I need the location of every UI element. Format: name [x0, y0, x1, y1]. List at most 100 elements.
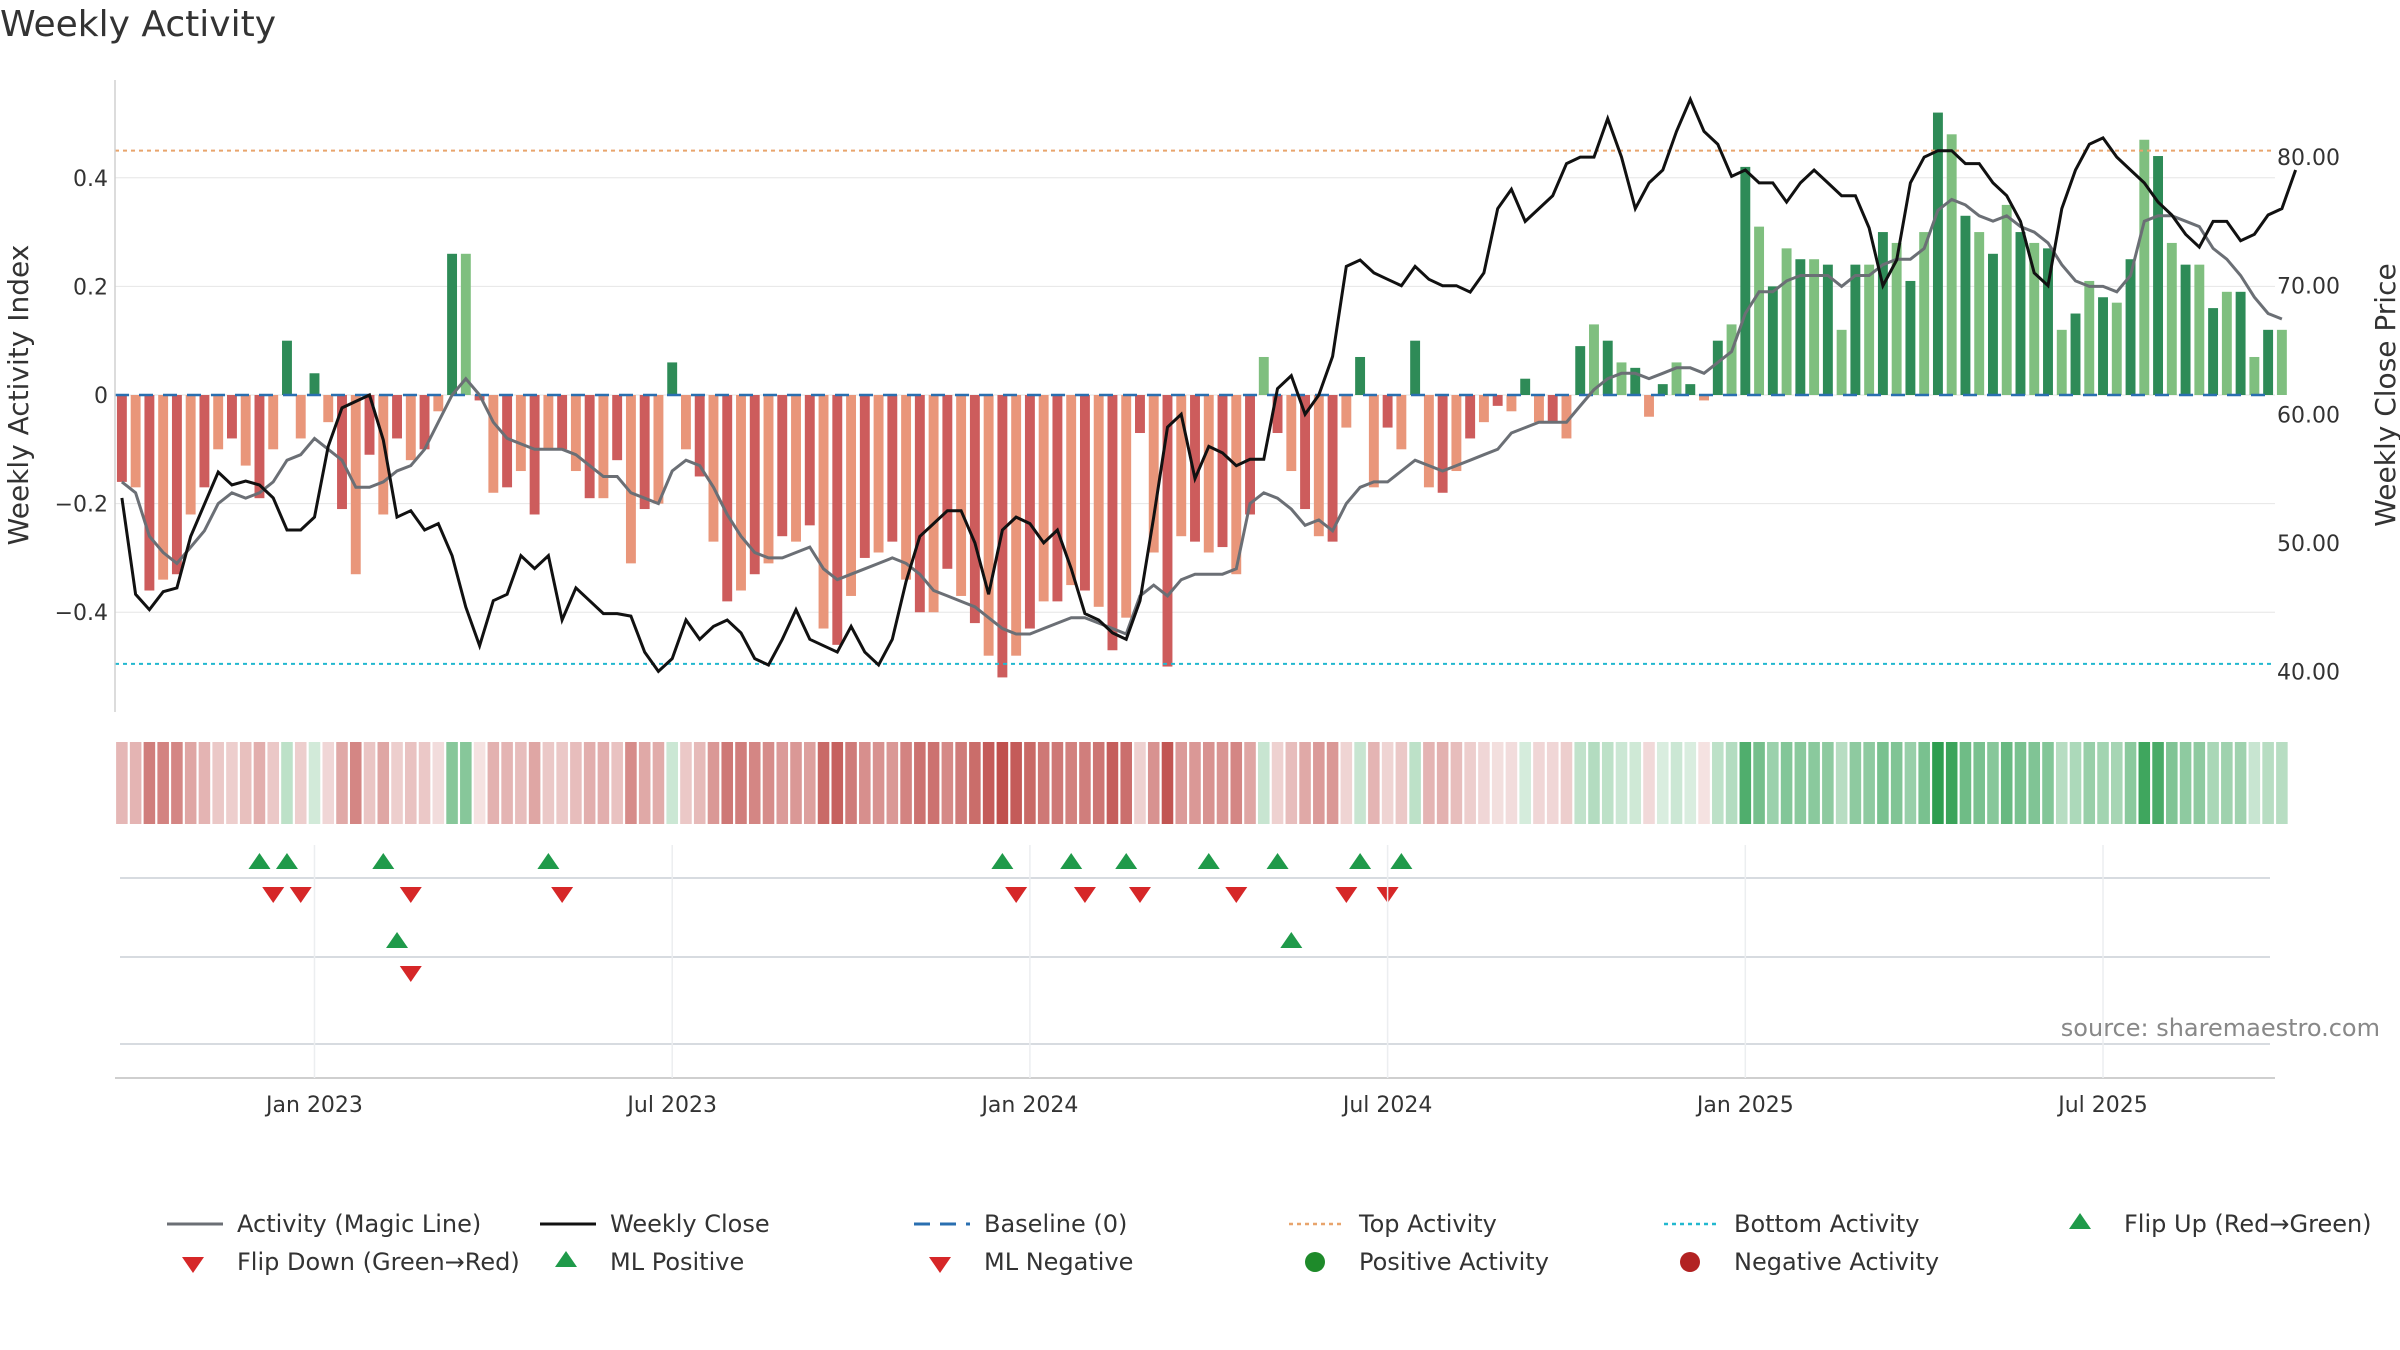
strip-cell: [473, 742, 486, 824]
strip-cell: [501, 742, 513, 824]
activity-bar: [1685, 384, 1696, 395]
activity-bar: [1217, 395, 1228, 548]
strip-cell: [1629, 742, 1642, 824]
legend-item: Baseline (0): [914, 1210, 1127, 1238]
legend-item: ML Positive: [555, 1248, 744, 1276]
activity-bar: [2056, 329, 2067, 395]
strip-cell: [1161, 742, 1174, 824]
activity-bar: [1726, 324, 1737, 395]
strip-cell: [1615, 742, 1628, 824]
activity-bar: [295, 395, 306, 439]
flip-up-marker: [275, 853, 298, 869]
activity-bar: [144, 395, 155, 591]
activity-bar: [1176, 395, 1187, 537]
strip-cell: [2138, 742, 2151, 824]
strip-cell: [1780, 742, 1793, 824]
strip-cell: [2083, 742, 2096, 824]
strip-cell: [1601, 742, 1614, 824]
activity-bar: [1272, 395, 1283, 434]
flip-up-marker: [537, 853, 560, 869]
strip-cell: [460, 742, 472, 824]
legend-item: Activity (Magic Line): [167, 1210, 481, 1238]
strip-cell: [226, 742, 238, 824]
strip-cell: [652, 742, 665, 824]
flip-up-marker: [372, 853, 395, 869]
strip-cell: [666, 742, 678, 824]
legend-swatch-down: [182, 1257, 204, 1273]
activity-bar: [1382, 395, 1393, 428]
flip-down-marker: [1128, 887, 1151, 903]
activity-bar: [240, 395, 251, 466]
axes: 0.4 0.2 0 −0.2 −0.4 80.00 70.00 60.00 50.00 40.00…: [2, 80, 2400, 712]
strip-cell: [872, 742, 885, 824]
activity-bar: [1740, 166, 1751, 395]
strip-cell: [1987, 742, 1999, 824]
right-axis-title: Weekly Close Price: [2369, 263, 2400, 526]
flip-down-marker: [1005, 887, 1028, 903]
strip-cell: [583, 742, 596, 824]
flip-down-marker: [289, 887, 312, 903]
activity-bar: [625, 395, 636, 564]
strip-cell: [1065, 742, 1077, 824]
legend-label: Top Activity: [1358, 1210, 1497, 1238]
activity-bar: [1864, 264, 1875, 395]
activity-bar: [1575, 346, 1586, 395]
strip-cell: [1739, 742, 1752, 824]
strip-cell: [308, 742, 321, 824]
legend-label: Activity (Magic Line): [237, 1210, 481, 1238]
activity-bar: [185, 395, 196, 515]
strip-cell: [542, 742, 555, 824]
activity-bar: [419, 395, 430, 450]
activity-bar: [1341, 395, 1352, 428]
strip-cell: [294, 742, 307, 824]
flip-up-marker: [248, 853, 271, 869]
activity-bar: [612, 395, 623, 461]
strip-cell: [2207, 742, 2219, 824]
strip-cell: [845, 742, 857, 824]
activity-bar: [694, 395, 705, 477]
right-tick-label: 60.00: [2277, 403, 2340, 428]
activity-bar: [378, 395, 389, 515]
activity-bar: [1011, 395, 1022, 656]
strip-cell: [790, 742, 802, 824]
strip-cell: [1491, 742, 1504, 824]
strip-cell: [1354, 742, 1366, 824]
strip-cell: [1712, 742, 1724, 824]
strip-cell: [748, 742, 761, 824]
strip-cell: [1684, 742, 1697, 824]
strip-cell: [1147, 742, 1160, 824]
legend-label: Flip Down (Green→Red): [237, 1248, 520, 1276]
strip-cell: [914, 742, 926, 824]
strip-cell: [693, 742, 706, 824]
activity-bar: [405, 395, 416, 461]
activity-bar: [749, 395, 760, 575]
strip-cell: [1244, 742, 1256, 824]
activity-bar: [2015, 232, 2026, 395]
strip-cell: [1849, 742, 1862, 824]
strip-cell: [2111, 742, 2123, 824]
strip-cell: [625, 742, 637, 824]
strip-cell: [1271, 742, 1284, 824]
strip-cell: [1464, 742, 1476, 824]
activity-bar: [337, 395, 347, 510]
activity-bar: [1162, 395, 1173, 667]
strip-cell: [776, 742, 789, 824]
strip-cell: [1258, 742, 1270, 824]
activity-bar: [653, 395, 664, 504]
activity-bar: [502, 395, 513, 488]
strip-cell: [831, 742, 844, 824]
strip-cell: [2014, 742, 2027, 824]
activity-bar: [708, 395, 719, 542]
strip-cell: [721, 742, 734, 824]
strip-cell: [322, 742, 335, 824]
strip-cell: [1670, 742, 1683, 824]
strip-cell: [982, 742, 995, 824]
legend-swatch-down: [929, 1257, 951, 1273]
legend-label: Baseline (0): [984, 1210, 1127, 1238]
activity-bar: [983, 395, 994, 656]
strip-cell: [2152, 742, 2164, 824]
strip-cell: [336, 742, 348, 824]
activity-bar: [2221, 291, 2232, 395]
strip-cell: [2069, 742, 2082, 824]
activity-bar: [392, 395, 402, 439]
